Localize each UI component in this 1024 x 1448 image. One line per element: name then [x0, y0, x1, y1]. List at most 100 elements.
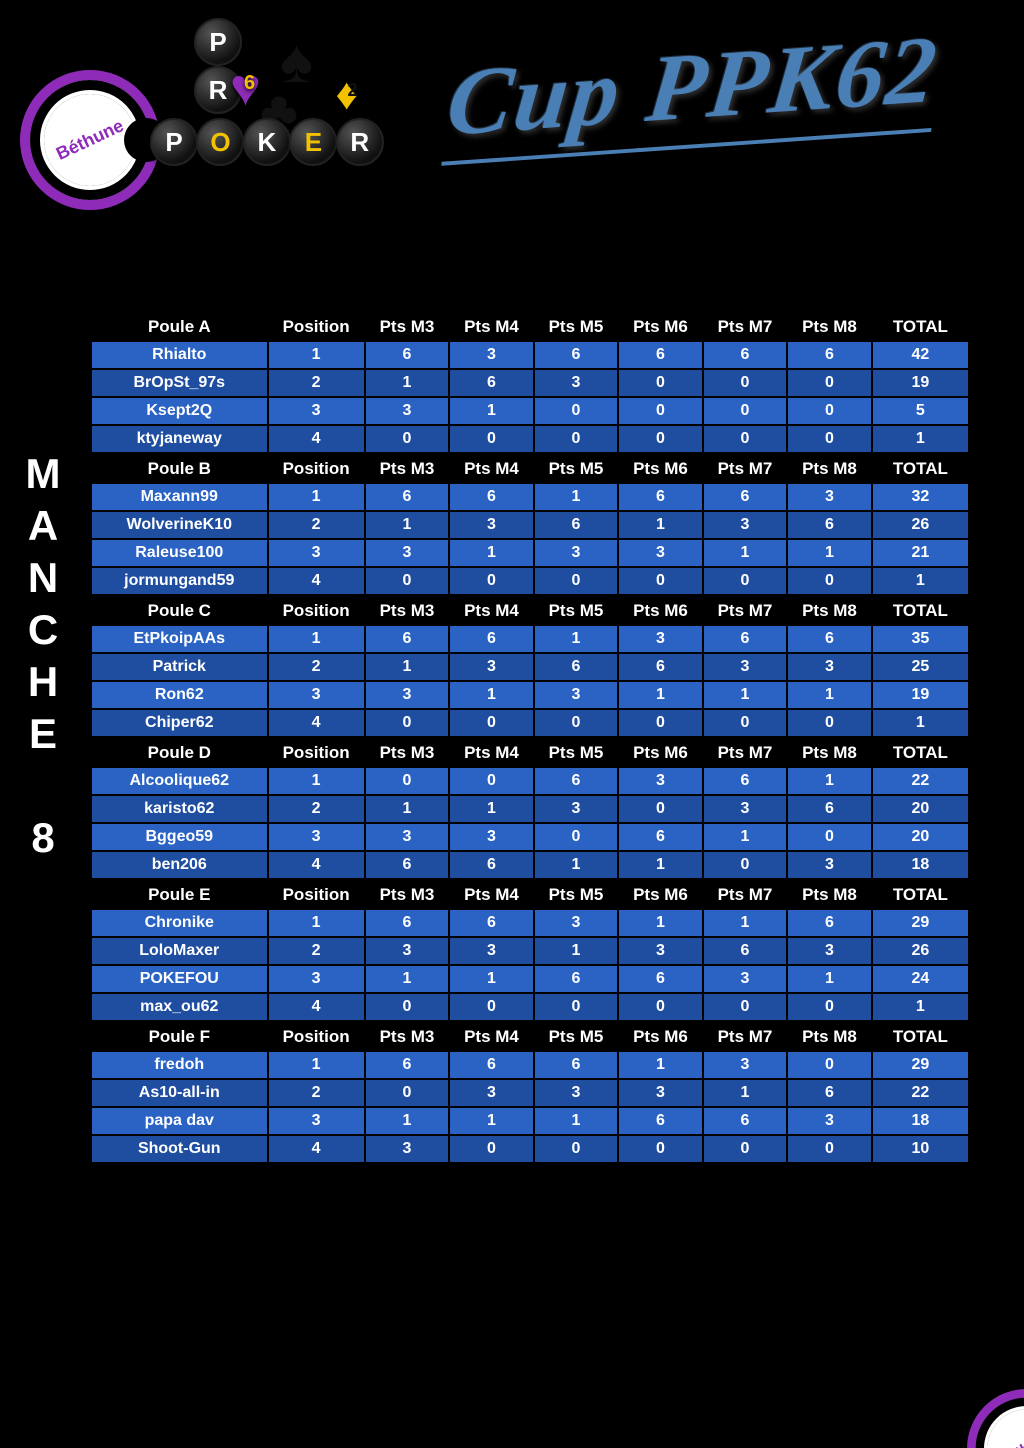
- total-cell: 32: [873, 484, 968, 510]
- points-cell: 1: [788, 768, 871, 794]
- standings-tables: Poule APositionPts M3Pts M4Pts M5Pts M6P…: [90, 312, 970, 1164]
- column-header: Pts M5: [535, 598, 618, 624]
- position-cell: 3: [269, 1108, 364, 1134]
- poule-table: Poule CPositionPts M3Pts M4Pts M5Pts M6P…: [90, 596, 970, 738]
- points-cell: 1: [450, 540, 533, 566]
- column-header: Pts M4: [450, 1024, 533, 1050]
- points-cell: 6: [704, 484, 787, 510]
- poule-name-header: Poule A: [92, 314, 267, 340]
- player-name: papa dav: [92, 1108, 267, 1134]
- points-cell: 0: [619, 370, 702, 396]
- column-header: Pts M6: [619, 314, 702, 340]
- column-header: Position: [269, 882, 364, 908]
- points-cell: 1: [788, 540, 871, 566]
- points-cell: 1: [450, 796, 533, 822]
- table-row: jormungand5940000001: [92, 568, 968, 594]
- points-cell: 6: [619, 1108, 702, 1134]
- points-cell: 0: [704, 994, 787, 1020]
- points-cell: 6: [788, 1080, 871, 1106]
- column-header: Position: [269, 740, 364, 766]
- points-cell: 1: [535, 852, 618, 878]
- position-cell: 3: [269, 682, 364, 708]
- poule-name-header: Poule B: [92, 456, 267, 482]
- points-cell: 3: [535, 1080, 618, 1106]
- points-cell: 3: [535, 910, 618, 936]
- player-name: POKEFOU: [92, 966, 267, 992]
- points-cell: 0: [450, 1136, 533, 1162]
- vlabel-char: M: [20, 450, 70, 502]
- column-header: Pts M3: [366, 882, 449, 908]
- points-cell: 6: [366, 484, 449, 510]
- heart-icon: ♥6: [230, 58, 261, 118]
- player-name: LoloMaxer: [92, 938, 267, 964]
- points-cell: 6: [535, 966, 618, 992]
- position-cell: 4: [269, 710, 364, 736]
- points-cell: 6: [788, 342, 871, 368]
- points-cell: 0: [366, 994, 449, 1020]
- table-row: Rhialto163666642: [92, 342, 968, 368]
- player-name: WolverineK10: [92, 512, 267, 538]
- points-cell: 1: [788, 682, 871, 708]
- points-cell: 3: [450, 1080, 533, 1106]
- position-cell: 4: [269, 426, 364, 452]
- points-cell: 3: [366, 682, 449, 708]
- points-cell: 0: [619, 398, 702, 424]
- total-cell: 1: [873, 568, 968, 594]
- position-cell: 3: [269, 398, 364, 424]
- total-cell: 5: [873, 398, 968, 424]
- points-cell: 6: [619, 484, 702, 510]
- vlabel-char: H: [20, 658, 70, 710]
- points-cell: 6: [619, 966, 702, 992]
- column-header: Pts M8: [788, 456, 871, 482]
- points-cell: 1: [366, 654, 449, 680]
- table-row: Alcoolique62100636122: [92, 768, 968, 794]
- position-cell: 1: [269, 626, 364, 652]
- player-name: jormungand59: [92, 568, 267, 594]
- position-cell: 3: [269, 824, 364, 850]
- player-name: Patrick: [92, 654, 267, 680]
- position-cell: 2: [269, 654, 364, 680]
- column-header: Pts M5: [535, 1024, 618, 1050]
- vlabel-char: E: [20, 710, 70, 762]
- points-cell: 0: [788, 824, 871, 850]
- table-row: Bggeo59333061020: [92, 824, 968, 850]
- vlabel-char: [20, 762, 70, 814]
- column-header: TOTAL: [873, 882, 968, 908]
- player-name: ktyjaneway: [92, 426, 267, 452]
- total-cell: 42: [873, 342, 968, 368]
- points-cell: 0: [366, 1080, 449, 1106]
- points-cell: 3: [619, 626, 702, 652]
- position-cell: 2: [269, 796, 364, 822]
- table-row: max_ou6240000001: [92, 994, 968, 1020]
- points-cell: 1: [366, 1108, 449, 1134]
- poule-table: Poule EPositionPts M3Pts M4Pts M5Pts M6P…: [90, 880, 970, 1022]
- points-cell: 6: [535, 654, 618, 680]
- vlabel-char: N: [20, 554, 70, 606]
- points-cell: 6: [450, 484, 533, 510]
- position-cell: 1: [269, 484, 364, 510]
- points-cell: 1: [704, 910, 787, 936]
- position-cell: 1: [269, 768, 364, 794]
- table-row: Ron62331311119: [92, 682, 968, 708]
- column-header: Pts M4: [450, 456, 533, 482]
- total-cell: 10: [873, 1136, 968, 1162]
- points-cell: 0: [535, 568, 618, 594]
- total-cell: 1: [873, 426, 968, 452]
- points-cell: 6: [450, 626, 533, 652]
- column-header: Pts M6: [619, 740, 702, 766]
- column-header: TOTAL: [873, 598, 968, 624]
- total-cell: 22: [873, 768, 968, 794]
- points-cell: 0: [366, 568, 449, 594]
- column-header: Pts M5: [535, 314, 618, 340]
- vlabel-char: C: [20, 606, 70, 658]
- column-header: Pts M7: [704, 314, 787, 340]
- chip-text: Béthune: [53, 115, 127, 164]
- column-header: Position: [269, 598, 364, 624]
- points-cell: 1: [450, 1108, 533, 1134]
- points-cell: 0: [366, 426, 449, 452]
- points-cell: 0: [619, 426, 702, 452]
- poule-table: Poule FPositionPts M3Pts M4Pts M5Pts M6P…: [90, 1022, 970, 1164]
- points-cell: 0: [788, 710, 871, 736]
- points-cell: 6: [450, 370, 533, 396]
- points-cell: 3: [788, 654, 871, 680]
